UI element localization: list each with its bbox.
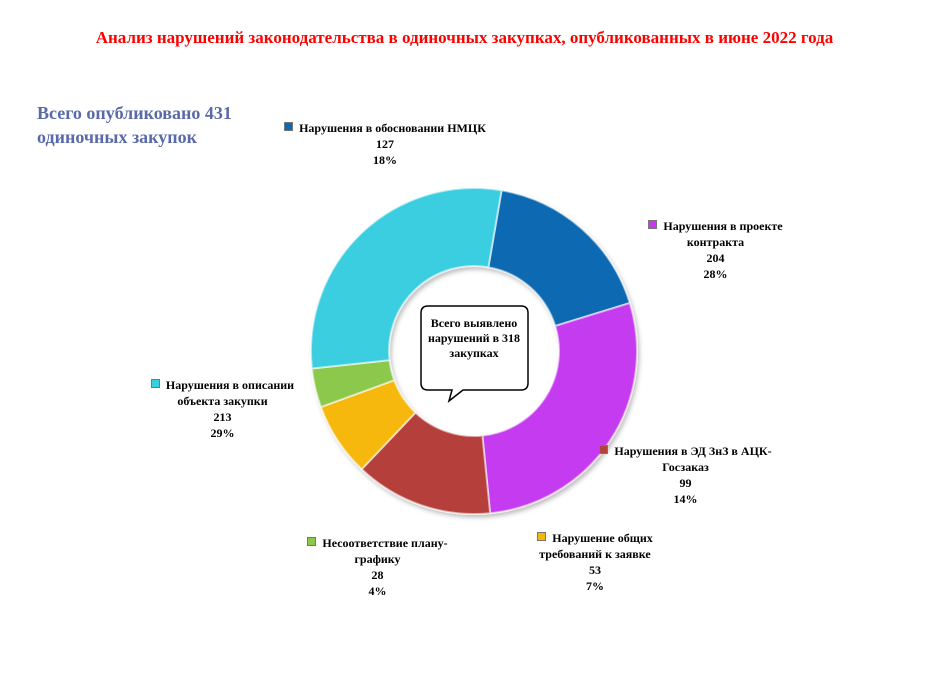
swatch-ed	[599, 445, 609, 454]
swatch-contract	[648, 220, 658, 229]
label-requirements-value: 53	[589, 563, 601, 577]
slice-contract	[481, 301, 638, 515]
label-ed-name: Нарушения в ЭД ЗнЗ в АЦК-Госзаказ	[614, 444, 772, 474]
label-nmck-value: 127	[376, 137, 394, 151]
chart-title: Анализ нарушений законодательства в один…	[95, 28, 834, 47]
label-plan: Несоответствие плану-графику 28 4%	[290, 535, 465, 599]
label-object-value: 213	[213, 410, 232, 424]
label-nmck-pct: 18%	[373, 153, 397, 167]
label-requirements: Нарушение общих требований к заявке 53 7…	[515, 530, 675, 594]
label-nmck: Нарушения в обосновании НМЦК 127 18%	[280, 120, 490, 168]
callout-text: Всего выявлено нарушений в 318 закупках	[427, 316, 521, 360]
label-object-pct: 29%	[210, 426, 235, 440]
swatch-object	[150, 379, 160, 388]
label-contract-value: 204	[706, 251, 725, 265]
label-object-name: Нарушения в описании объекта закупки	[165, 378, 295, 408]
label-contract-pct: 28%	[703, 267, 728, 281]
label-ed: Нарушения в ЭД ЗнЗ в АЦК-Госзаказ 99 14%	[598, 443, 773, 507]
slice-object	[310, 187, 503, 370]
swatch-plan	[307, 537, 317, 546]
label-plan-pct: 4%	[368, 584, 387, 598]
label-object: Нарушения в описании объекта закупки 213…	[135, 377, 310, 441]
label-requirements-pct: 7%	[586, 579, 604, 593]
callout-box	[420, 305, 529, 403]
label-requirements-name: Нарушение общих требований к заявке	[539, 531, 653, 561]
label-ed-value: 99	[679, 476, 692, 490]
label-nmck-name: Нарушения в обосновании НМЦК	[299, 121, 486, 135]
summary-text: Всего опубликовано 431 одиночных закупок	[37, 103, 232, 147]
label-plan-name: Несоответствие плану-графику	[322, 536, 448, 566]
swatch-nmck	[284, 122, 294, 131]
label-plan-value: 28	[371, 568, 384, 582]
label-contract: Нарушения в проекте контракта 204 28%	[628, 218, 803, 282]
swatch-requirements	[537, 532, 547, 541]
label-ed-pct: 14%	[673, 492, 698, 506]
donut-slices	[310, 187, 638, 515]
label-contract-name: Нарушения в проекте контракта	[663, 219, 783, 249]
